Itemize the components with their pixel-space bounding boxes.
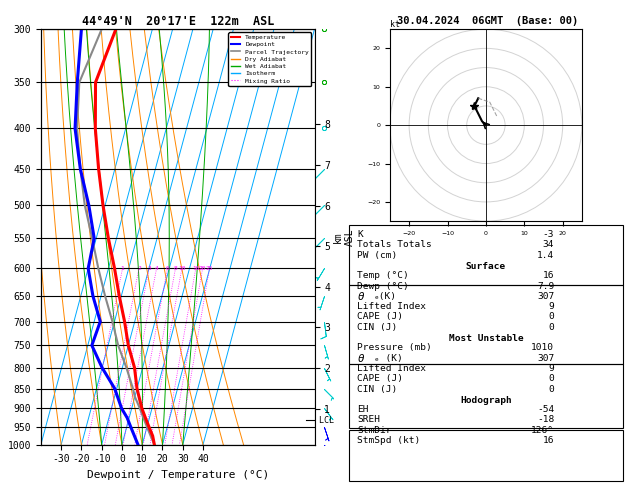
Text: 1: 1 bbox=[121, 266, 125, 271]
Text: 20: 20 bbox=[199, 266, 206, 271]
Text: 9: 9 bbox=[548, 364, 554, 373]
Text: Lifted Index: Lifted Index bbox=[357, 302, 426, 311]
Text: ₑ (K): ₑ (K) bbox=[374, 354, 403, 363]
Text: 30.04.2024  06GMT  (Base: 00): 30.04.2024 06GMT (Base: 00) bbox=[397, 16, 578, 26]
Text: CIN (J): CIN (J) bbox=[357, 384, 398, 394]
Title: 44°49'N  20°17'E  122m  ASL: 44°49'N 20°17'E 122m ASL bbox=[82, 15, 274, 28]
Text: 307: 307 bbox=[537, 354, 554, 363]
Text: θ: θ bbox=[357, 354, 364, 364]
Legend: Temperature, Dewpoint, Parcel Trajectory, Dry Adiabat, Wet Adiabat, Isotherm, Mi: Temperature, Dewpoint, Parcel Trajectory… bbox=[228, 32, 311, 86]
Text: -18: -18 bbox=[537, 416, 554, 424]
Bar bbox=[349, 430, 623, 481]
Text: 7.9: 7.9 bbox=[537, 281, 554, 291]
Text: Surface: Surface bbox=[466, 262, 506, 271]
Text: ₑ(K): ₑ(K) bbox=[374, 292, 397, 301]
Text: K: K bbox=[357, 230, 363, 239]
Text: Dewp (°C): Dewp (°C) bbox=[357, 281, 409, 291]
Text: PW (cm): PW (cm) bbox=[357, 251, 398, 260]
Text: 1.4: 1.4 bbox=[537, 251, 554, 260]
Text: EH: EH bbox=[357, 405, 369, 414]
Text: 3: 3 bbox=[147, 266, 151, 271]
Text: 307: 307 bbox=[537, 292, 554, 301]
Text: 9: 9 bbox=[548, 302, 554, 311]
Text: CAPE (J): CAPE (J) bbox=[357, 374, 403, 383]
Text: 34: 34 bbox=[543, 240, 554, 249]
Text: -54: -54 bbox=[537, 405, 554, 414]
Text: 2: 2 bbox=[137, 266, 141, 271]
Text: 0: 0 bbox=[548, 374, 554, 383]
Text: Pressure (mb): Pressure (mb) bbox=[357, 343, 432, 352]
Text: CAPE (J): CAPE (J) bbox=[357, 312, 403, 321]
Text: 0: 0 bbox=[548, 323, 554, 332]
Text: LCL: LCL bbox=[314, 416, 335, 425]
Text: StmSpd (kt): StmSpd (kt) bbox=[357, 436, 421, 445]
Text: 10: 10 bbox=[178, 266, 186, 271]
Text: StmDir: StmDir bbox=[357, 426, 392, 435]
Text: 6: 6 bbox=[165, 266, 169, 271]
Text: 1010: 1010 bbox=[532, 343, 554, 352]
Text: 16: 16 bbox=[543, 271, 554, 280]
X-axis label: Dewpoint / Temperature (°C): Dewpoint / Temperature (°C) bbox=[87, 470, 269, 480]
Text: 16: 16 bbox=[543, 436, 554, 445]
Text: SREH: SREH bbox=[357, 416, 381, 424]
Text: -3: -3 bbox=[543, 230, 554, 239]
Text: Most Unstable: Most Unstable bbox=[448, 334, 523, 343]
Text: 0: 0 bbox=[548, 312, 554, 321]
Text: 16: 16 bbox=[192, 266, 199, 271]
Y-axis label: hPa: hPa bbox=[0, 227, 2, 247]
Text: CIN (J): CIN (J) bbox=[357, 323, 398, 332]
Text: Hodograph: Hodograph bbox=[460, 396, 512, 405]
Text: Temp (°C): Temp (°C) bbox=[357, 271, 409, 280]
Y-axis label: km
ASL: km ASL bbox=[333, 228, 355, 246]
Text: Totals Totals: Totals Totals bbox=[357, 240, 432, 249]
Bar bbox=[349, 285, 623, 364]
Bar bbox=[349, 225, 623, 285]
Text: θ: θ bbox=[357, 292, 364, 302]
Text: kt: kt bbox=[390, 20, 400, 29]
Text: 126°: 126° bbox=[532, 426, 554, 435]
Text: 4: 4 bbox=[155, 266, 159, 271]
Text: Lifted Index: Lifted Index bbox=[357, 364, 426, 373]
Bar bbox=[349, 364, 623, 428]
Text: 25: 25 bbox=[206, 266, 213, 271]
Text: 8: 8 bbox=[174, 266, 177, 271]
Text: 0: 0 bbox=[548, 384, 554, 394]
